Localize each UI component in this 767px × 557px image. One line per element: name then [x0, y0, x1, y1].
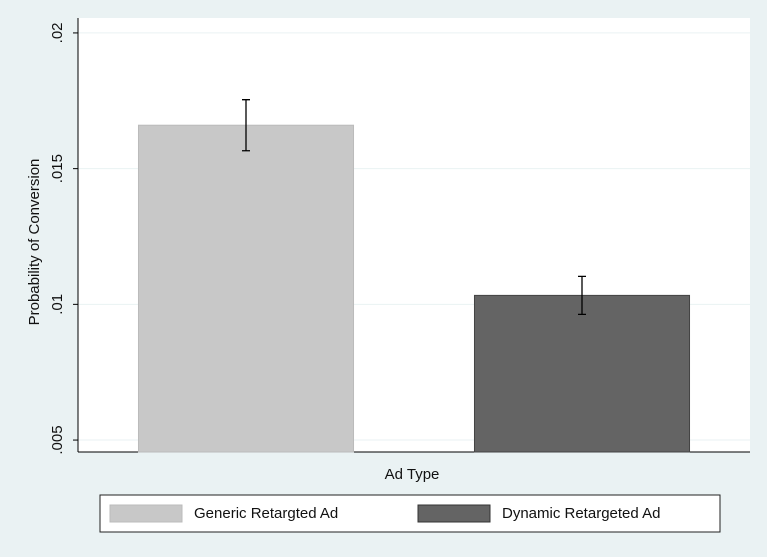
legend-swatch [109, 504, 183, 523]
x-axis-label: Ad Type [385, 466, 440, 483]
legend-swatch [417, 504, 491, 523]
error-bar [578, 275, 586, 316]
y-axis-label: Probability of Conversion [26, 159, 43, 326]
legend-label: Generic Retargted Ad [194, 505, 338, 522]
error-bar [242, 99, 250, 152]
legend [99, 494, 721, 533]
y-tick-label: .01 [49, 294, 66, 315]
y-tick-label: .015 [49, 154, 66, 183]
y-tick-label: .005 [49, 425, 66, 454]
y-tick-label: .02 [49, 22, 66, 43]
bar [137, 124, 355, 453]
legend-label: Dynamic Retargeted Ad [502, 505, 660, 522]
bar [473, 294, 691, 453]
